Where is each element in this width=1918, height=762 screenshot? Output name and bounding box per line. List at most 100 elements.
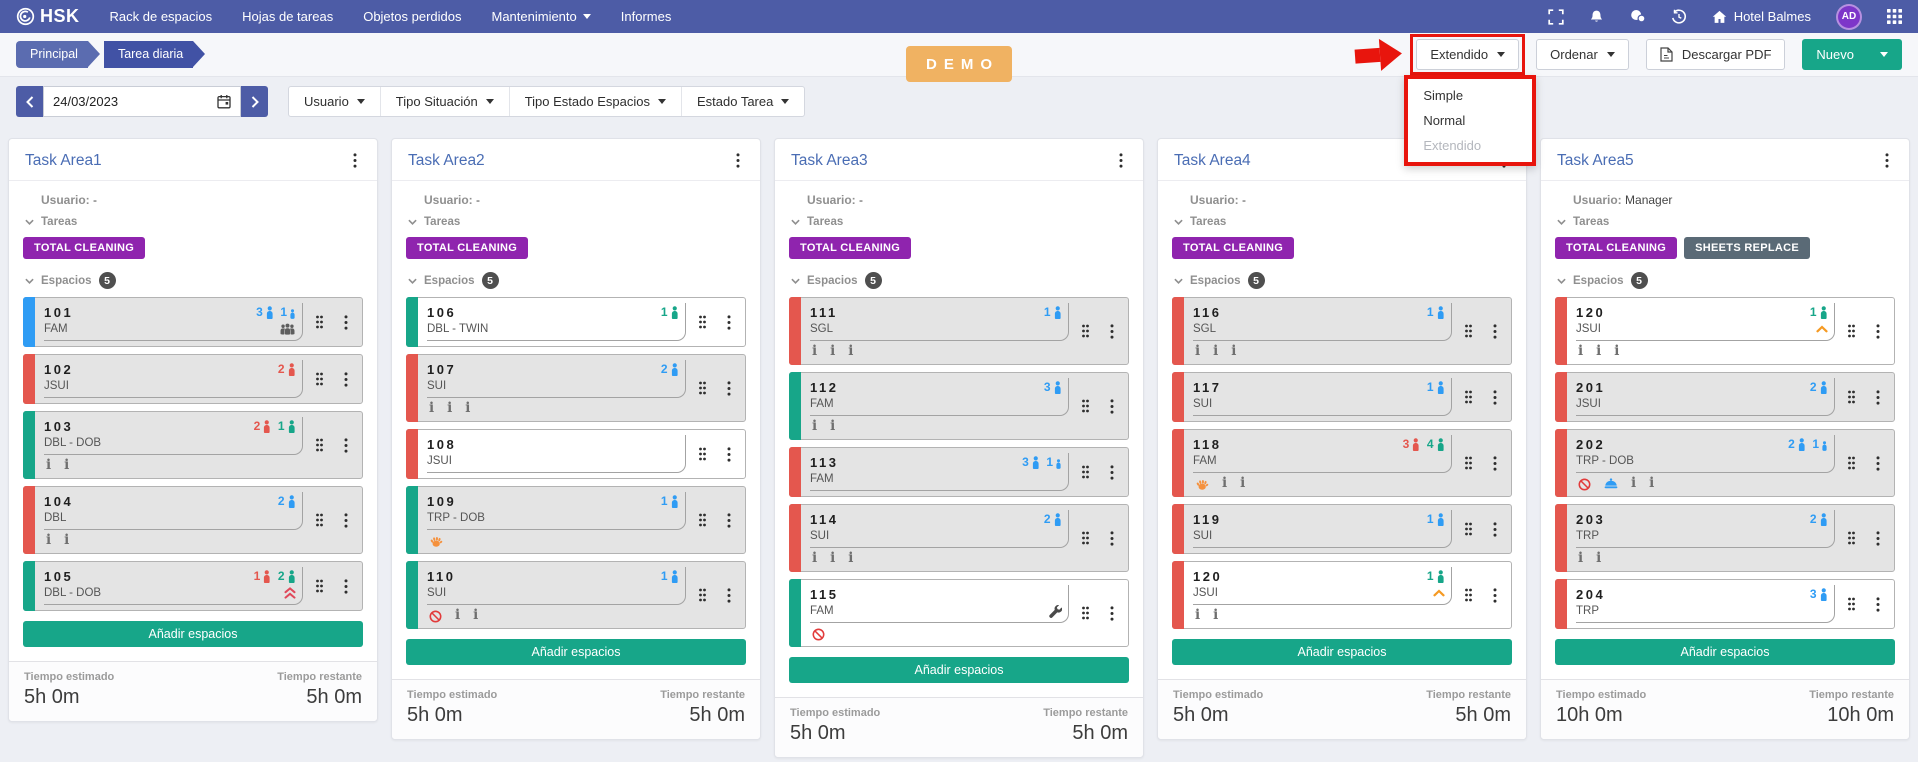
drag-handle-icon[interactable] [1847, 324, 1856, 338]
room-row[interactable]: 113 3 1 FAM [789, 447, 1129, 497]
room-menu-kebab-icon[interactable] [340, 370, 352, 389]
add-spaces-button[interactable]: Añadir espacios [23, 621, 363, 647]
espacios-toggle[interactable]: Espacios 5 [791, 272, 1129, 289]
drag-handle-icon[interactable] [1464, 522, 1473, 536]
view-menu-item-normal[interactable]: Normal [1423, 113, 1466, 128]
nav-item-rack-de-espacios[interactable]: Rack de espacios [109, 9, 213, 24]
info-icon[interactable]: i [848, 550, 854, 567]
room-menu-kebab-icon[interactable] [340, 511, 352, 530]
apps-grid-icon[interactable] [1887, 9, 1902, 24]
tareas-toggle[interactable]: Tareas [1557, 216, 1895, 228]
room-menu-kebab-icon[interactable] [723, 586, 735, 605]
room-row[interactable]: 109 1 TRP - DOB [406, 486, 746, 554]
room-menu-kebab-icon[interactable] [340, 436, 352, 455]
drag-handle-icon[interactable] [315, 315, 324, 329]
avatar[interactable]: AD [1836, 3, 1862, 30]
download-pdf-button[interactable]: Descargar PDF [1645, 39, 1786, 70]
room-menu-kebab-icon[interactable] [1106, 529, 1118, 548]
info-icon[interactable]: i [455, 607, 461, 624]
card-menu-kebab-icon[interactable] [1115, 151, 1127, 170]
new-button-caret[interactable] [1877, 52, 1888, 57]
info-icon[interactable]: i [1578, 550, 1584, 567]
room-menu-kebab-icon[interactable] [723, 445, 735, 464]
room-menu-kebab-icon[interactable] [340, 313, 352, 332]
info-icon[interactable]: i [1213, 343, 1219, 360]
info-icon[interactable]: i [830, 343, 836, 360]
date-prev-button[interactable] [16, 86, 43, 117]
drag-handle-icon[interactable] [1847, 597, 1856, 611]
info-icon[interactable]: i [465, 400, 471, 417]
info-icon[interactable]: i [1596, 343, 1602, 360]
nav-item-informes[interactable]: Informes [620, 9, 672, 24]
drag-handle-icon[interactable] [1081, 531, 1090, 545]
room-menu-kebab-icon[interactable] [723, 511, 735, 530]
info-icon[interactable]: i [64, 457, 70, 474]
room-menu-kebab-icon[interactable] [723, 379, 735, 398]
tareas-toggle[interactable]: Tareas [408, 216, 746, 228]
info-icon[interactable]: i [46, 457, 52, 474]
info-icon[interactable]: i [812, 343, 818, 360]
add-spaces-button[interactable]: Añadir espacios [1172, 639, 1512, 665]
new-button[interactable]: Nuevo [1802, 39, 1902, 70]
drag-handle-icon[interactable] [1081, 324, 1090, 338]
calendar-icon[interactable] [217, 94, 231, 109]
filter-tipo-situación[interactable]: Tipo Situación [381, 87, 510, 116]
room-menu-kebab-icon[interactable] [1489, 322, 1501, 341]
drag-handle-icon[interactable] [1081, 465, 1090, 479]
view-menu-item-simple[interactable]: Simple [1423, 88, 1464, 103]
room-row[interactable]: 204 3 TRP [1555, 579, 1895, 629]
drag-handle-icon[interactable] [1081, 399, 1090, 413]
info-icon[interactable]: i [473, 607, 479, 624]
room-row[interactable]: 105 1 2 DBL - DOB [23, 561, 363, 611]
room-row[interactable]: 119 1 SUI [1172, 504, 1512, 554]
card-menu-kebab-icon[interactable] [349, 151, 361, 170]
room-menu-kebab-icon[interactable] [1872, 529, 1884, 548]
add-spaces-button[interactable]: Añadir espacios [1555, 639, 1895, 665]
room-row[interactable]: 201 2 JSUI [1555, 372, 1895, 422]
room-menu-kebab-icon[interactable] [1489, 520, 1501, 539]
fullscreen-icon[interactable] [1548, 8, 1564, 25]
drag-handle-icon[interactable] [698, 513, 707, 527]
info-icon[interactable]: i [812, 550, 818, 567]
room-menu-kebab-icon[interactable] [1106, 604, 1118, 623]
espacios-toggle[interactable]: Espacios 5 [1557, 272, 1895, 289]
breadcrumb-item-tarea-diaria[interactable]: Tarea diaria [103, 41, 206, 68]
add-spaces-button[interactable]: Añadir espacios [789, 657, 1129, 683]
info-icon[interactable]: i [812, 418, 818, 435]
drag-handle-icon[interactable] [1081, 606, 1090, 620]
room-menu-kebab-icon[interactable] [1106, 322, 1118, 341]
info-icon[interactable]: i [830, 550, 836, 567]
tareas-toggle[interactable]: Tareas [1174, 216, 1512, 228]
info-icon[interactable]: i [64, 532, 70, 549]
drag-handle-icon[interactable] [1464, 588, 1473, 602]
room-menu-kebab-icon[interactable] [1106, 463, 1118, 482]
espacios-toggle[interactable]: Espacios 5 [408, 272, 746, 289]
drag-handle-icon[interactable] [698, 447, 707, 461]
filter-tipo-estado-espacios[interactable]: Tipo Estado Espacios [510, 87, 682, 116]
room-menu-kebab-icon[interactable] [340, 577, 352, 596]
drag-handle-icon[interactable] [1464, 324, 1473, 338]
info-icon[interactable]: i [1614, 343, 1620, 360]
info-icon[interactable]: i [1213, 607, 1219, 624]
info-icon[interactable]: i [1231, 343, 1237, 360]
room-menu-kebab-icon[interactable] [723, 313, 735, 332]
info-icon[interactable]: i [429, 400, 435, 417]
view-menu-item-extendido[interactable]: Extendido [1423, 138, 1482, 153]
info-icon[interactable]: i [447, 400, 453, 417]
drag-handle-icon[interactable] [1464, 390, 1473, 404]
info-icon[interactable]: i [1596, 550, 1602, 567]
room-row[interactable]: 115 FAM [789, 579, 1129, 647]
sort-button[interactable]: Ordenar [1536, 39, 1629, 70]
filter-usuario[interactable]: Usuario [289, 87, 381, 116]
